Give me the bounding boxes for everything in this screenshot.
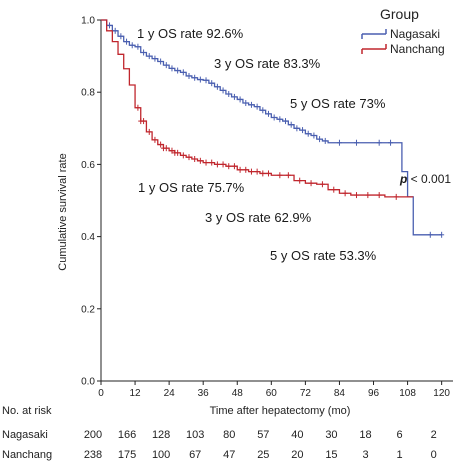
risk-value-nanchang: 100 bbox=[152, 449, 170, 461]
risk-value-nanchang: 47 bbox=[223, 449, 235, 461]
risk-value-nagasaki: 166 bbox=[118, 429, 136, 441]
risk-table-header: No. at risk bbox=[2, 405, 52, 417]
x-tick-label: 48 bbox=[232, 388, 244, 399]
risk-value-nanchang: 3 bbox=[362, 449, 368, 461]
y-tick-label: 0.0 bbox=[81, 377, 95, 388]
annotation-nagasaki-1y: 1 y OS rate 92.6% bbox=[137, 26, 244, 41]
legend-title: Group bbox=[380, 6, 419, 22]
risk-value-nagasaki: 80 bbox=[223, 429, 235, 441]
y-tick-label: 0.8 bbox=[81, 88, 95, 99]
p-value-prefix: p bbox=[399, 172, 407, 186]
x-tick-label: 60 bbox=[266, 388, 278, 399]
risk-value-nanchang: 67 bbox=[189, 449, 201, 461]
x-tick-label: 36 bbox=[198, 388, 210, 399]
x-tick-label: 120 bbox=[433, 388, 450, 399]
ticks: 0.0 0.2 0.4 0.6 0.8 1.0 0 12 24 36 48 60 72 84 96 108 12… bbox=[81, 16, 450, 400]
risk-value-nanchang: 238 bbox=[84, 449, 102, 461]
risk-row-label-nanchang: Nanchang bbox=[2, 449, 52, 461]
legend-entry-nanchang: Nanchang bbox=[390, 42, 445, 56]
x-tick-label: 108 bbox=[399, 388, 416, 399]
y-tick-label: 1.0 bbox=[81, 16, 95, 27]
risk-value-nagasaki: 200 bbox=[84, 429, 102, 441]
risk-value-nagasaki: 103 bbox=[186, 429, 204, 441]
risk-value-nagasaki: 40 bbox=[291, 429, 303, 441]
risk-value-nagasaki: 57 bbox=[257, 429, 269, 441]
x-tick-label: 96 bbox=[368, 388, 380, 399]
risk-row-label-nagasaki: Nagasaki bbox=[2, 429, 48, 441]
x-tick-label: 24 bbox=[164, 388, 176, 399]
risk-value-nanchang: 20 bbox=[291, 449, 303, 461]
axes bbox=[100, 20, 453, 382]
x-axis-label: Time after hepatectomy (mo) bbox=[210, 405, 351, 417]
annotation-nanchang-5y: 5 y OS rate 53.3% bbox=[270, 248, 377, 263]
risk-value-nagasaki: 128 bbox=[152, 429, 170, 441]
risk-value-nanchang: 25 bbox=[257, 449, 269, 461]
p-value-text: < 0.001 bbox=[407, 172, 451, 186]
y-tick-label: 0.4 bbox=[81, 232, 95, 243]
y-tick-label: 0.2 bbox=[81, 304, 95, 315]
y-axis-label: Cumulative survival rate bbox=[57, 153, 69, 270]
risk-value-nagasaki: 18 bbox=[359, 429, 371, 441]
annotations: 1 y OS rate 92.6% 3 y OS rate 83.3% 5 y … bbox=[137, 26, 451, 263]
annotation-nanchang-3y: 3 y OS rate 62.9% bbox=[205, 210, 312, 225]
p-value-label: p < 0.001 bbox=[399, 172, 451, 186]
series-line-nagasaki bbox=[101, 19, 442, 236]
risk-value-nanchang: 15 bbox=[325, 449, 337, 461]
risk-value-nagasaki: 30 bbox=[325, 429, 337, 441]
annotation-nagasaki-5y: 5 y OS rate 73% bbox=[290, 96, 386, 111]
risk-value-nagasaki: 6 bbox=[397, 429, 403, 441]
censor-marks bbox=[107, 22, 445, 238]
x-tick-label: 12 bbox=[130, 388, 142, 399]
annotation-nagasaki-3y: 3 y OS rate 83.3% bbox=[214, 56, 321, 71]
legend-entry-nagasaki: Nagasaki bbox=[390, 27, 440, 41]
x-tick-label: 72 bbox=[300, 388, 312, 399]
risk-value-nanchang: 0 bbox=[431, 449, 437, 461]
risk-table: No. at risk Nagasaki Nanchang 200 166 128 1… bbox=[2, 405, 437, 461]
y-tick-label: 0.6 bbox=[81, 160, 95, 171]
risk-value-nagasaki: 2 bbox=[431, 429, 437, 441]
risk-value-nanchang: 1 bbox=[397, 449, 403, 461]
x-tick-label: 84 bbox=[334, 388, 346, 399]
x-tick-label: 0 bbox=[98, 388, 104, 399]
annotation-nanchang-1y: 1 y OS rate 75.7% bbox=[138, 180, 245, 195]
risk-value-nanchang: 175 bbox=[118, 449, 136, 461]
